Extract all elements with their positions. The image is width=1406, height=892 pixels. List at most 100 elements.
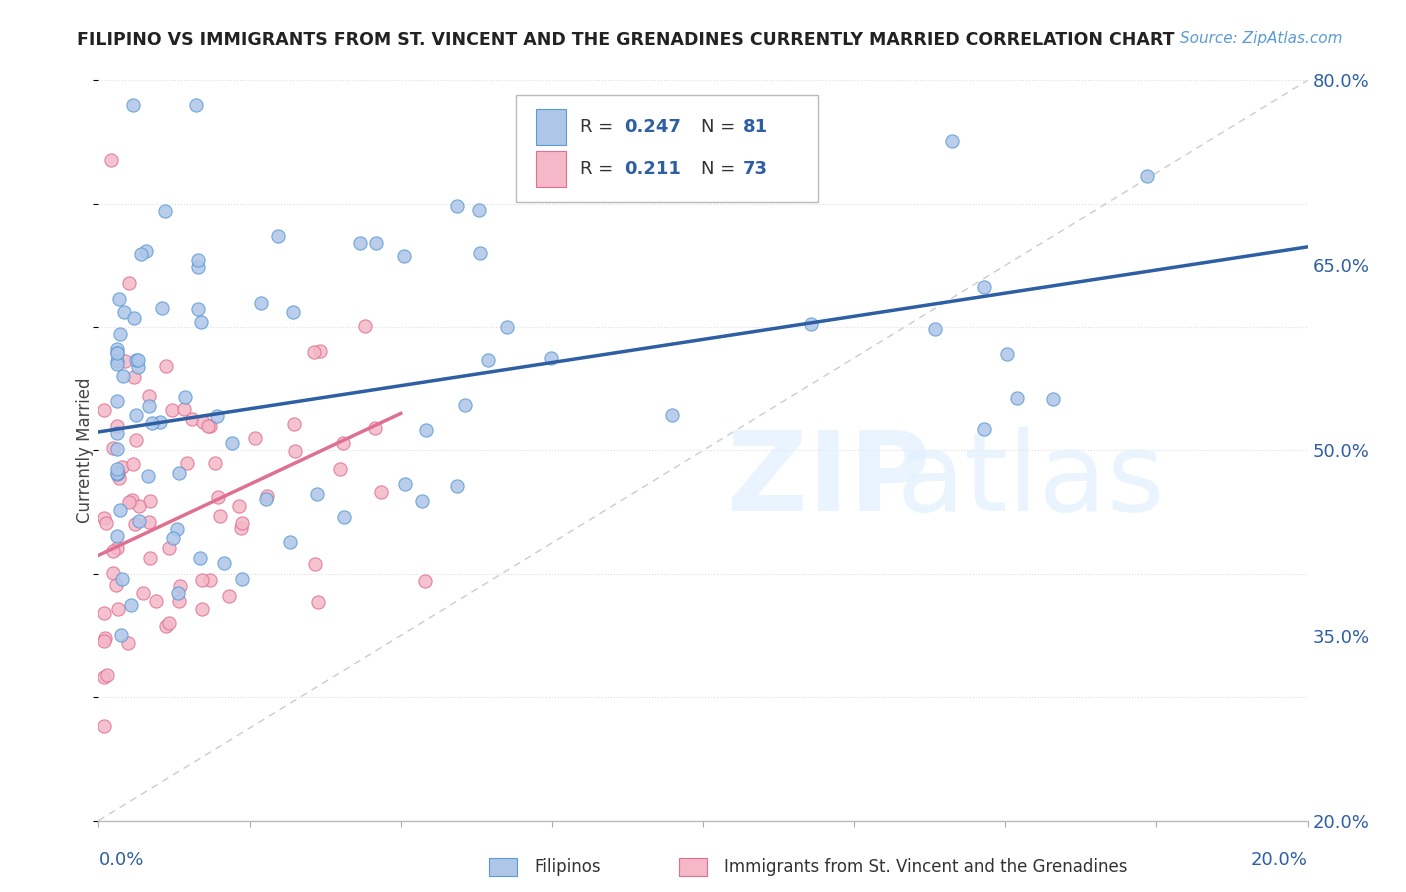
Point: [924, 322, 946, 336]
Point: [256, 489, 278, 503]
Point: [93, 607, 115, 621]
Point: [125, 353, 148, 368]
Point: [467, 203, 489, 218]
FancyBboxPatch shape: [516, 95, 818, 202]
Point: [138, 399, 160, 413]
Point: [160, 403, 183, 417]
Point: [477, 352, 499, 367]
Point: [167, 594, 190, 608]
Point: [197, 419, 219, 434]
Point: [114, 354, 136, 368]
Point: [110, 628, 132, 642]
Point: [138, 516, 160, 530]
Text: FILIPINO VS IMMIGRANTS FROM ST. VINCENT AND THE GRENADINES CURRENTLY MARRIED COR: FILIPINO VS IMMIGRANTS FROM ST. VINCENT …: [77, 31, 1175, 49]
Text: Source: ZipAtlas.com: Source: ZipAtlas.com: [1180, 31, 1343, 46]
Point: [105, 353, 128, 368]
Text: 20.0%: 20.0%: [1251, 851, 1308, 869]
Point: [105, 442, 128, 456]
Point: [138, 389, 160, 403]
Point: [105, 529, 128, 543]
Point: [105, 467, 128, 482]
Point: [105, 342, 128, 356]
Point: [108, 471, 131, 485]
Point: [173, 390, 195, 404]
Point: [93, 719, 115, 733]
Text: Immigrants from St. Vincent and the Grenadines: Immigrants from St. Vincent and the Gren…: [724, 858, 1128, 876]
Point: [1135, 169, 1157, 183]
Point: [254, 491, 277, 506]
Point: [153, 204, 176, 219]
Point: [205, 409, 228, 424]
Point: [124, 516, 146, 531]
Point: [127, 359, 149, 374]
Point: [280, 535, 302, 549]
Point: [101, 566, 124, 581]
Point: [173, 402, 195, 417]
Point: [364, 235, 387, 250]
Point: [198, 573, 221, 587]
Point: [120, 598, 142, 612]
FancyBboxPatch shape: [536, 109, 567, 145]
Point: [231, 521, 253, 535]
Point: [540, 351, 562, 365]
Point: [392, 249, 415, 263]
Point: [364, 420, 387, 434]
Text: 0.211: 0.211: [624, 161, 682, 178]
Point: [101, 543, 124, 558]
Point: [96, 516, 118, 530]
Point: [94, 631, 117, 645]
FancyBboxPatch shape: [536, 152, 567, 187]
Point: [157, 616, 180, 631]
Point: [100, 153, 122, 168]
Point: [101, 442, 124, 456]
Point: [138, 550, 160, 565]
Point: [180, 412, 202, 426]
Point: [454, 398, 477, 412]
Point: [308, 344, 330, 359]
Point: [995, 347, 1018, 361]
Point: [169, 466, 191, 480]
Point: [973, 422, 995, 436]
Y-axis label: Currently Married: Currently Married: [76, 377, 94, 524]
Point: [281, 304, 304, 318]
Point: [446, 479, 468, 493]
Point: [111, 459, 134, 474]
Point: [267, 229, 290, 244]
Text: atlas: atlas: [897, 426, 1166, 533]
Point: [302, 345, 325, 359]
Point: [941, 134, 963, 148]
Point: [107, 293, 129, 307]
Point: [349, 235, 371, 250]
Point: [149, 415, 172, 429]
Point: [415, 423, 437, 437]
Point: [105, 466, 128, 480]
Point: [231, 516, 253, 531]
Text: R =: R =: [579, 161, 624, 178]
Point: [111, 368, 134, 383]
Point: [105, 462, 128, 476]
Point: [96, 668, 118, 682]
Point: [198, 419, 221, 434]
Point: [370, 485, 392, 500]
Point: [973, 280, 995, 294]
Point: [169, 579, 191, 593]
Point: [117, 636, 139, 650]
Point: [155, 359, 177, 373]
Point: [105, 541, 128, 555]
Point: [118, 495, 141, 509]
Point: [150, 301, 173, 316]
Point: [304, 558, 326, 572]
Point: [138, 494, 160, 508]
Point: [141, 416, 163, 430]
Text: 0.0%: 0.0%: [98, 851, 143, 869]
Point: [118, 276, 141, 290]
Point: [184, 98, 207, 112]
Point: [413, 574, 436, 588]
Point: [221, 436, 243, 450]
Point: [191, 415, 214, 429]
Point: [187, 260, 209, 274]
Point: [110, 326, 132, 341]
Point: [231, 572, 253, 586]
Point: [105, 394, 128, 409]
Point: [135, 244, 157, 259]
